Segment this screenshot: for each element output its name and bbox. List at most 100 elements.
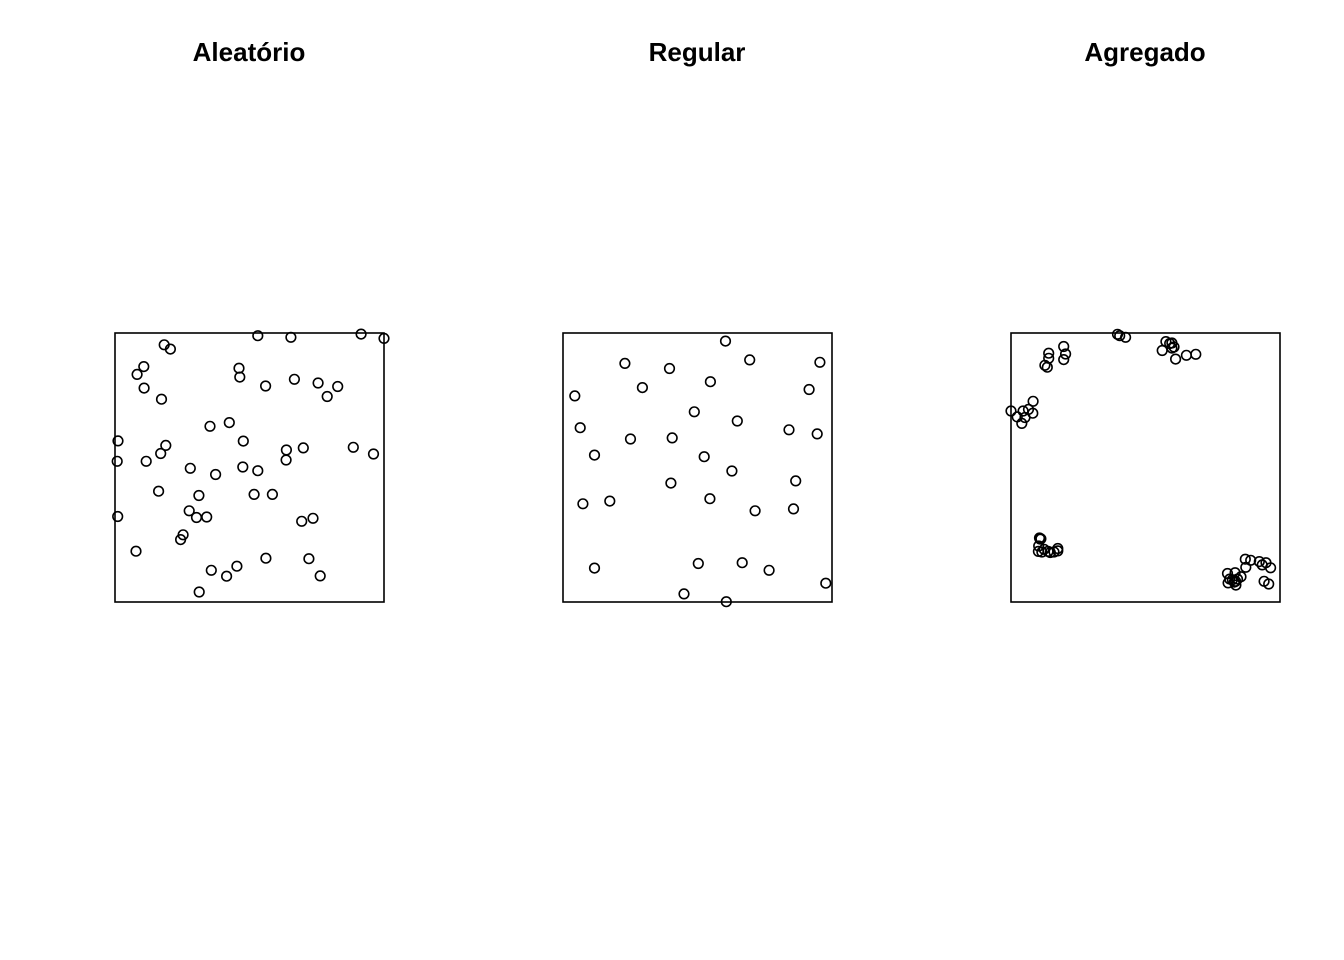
data-point-agregado <box>1166 337 1178 349</box>
data-point-aleatorio <box>355 328 367 340</box>
data-point-aleatorio <box>138 382 150 394</box>
data-point-aleatorio <box>111 455 123 467</box>
data-point-aleatorio <box>221 570 233 582</box>
data-point-regular <box>790 475 802 487</box>
data-point-regular <box>726 465 738 477</box>
data-point-aleatorio <box>231 560 243 572</box>
data-point-aleatorio <box>140 455 152 467</box>
data-point-regular <box>588 449 601 461</box>
panel-title-agregado: Agregado <box>1084 37 1205 67</box>
data-point-agregado <box>1239 553 1251 565</box>
data-point-aleatorio <box>321 390 333 403</box>
data-point-aleatorio <box>296 515 308 527</box>
data-point-regular <box>688 406 700 418</box>
data-point-aleatorio <box>237 435 249 447</box>
data-point-agregado <box>1035 533 1047 545</box>
data-point-aleatorio <box>112 510 124 523</box>
data-point-regular <box>604 495 616 507</box>
data-point-regular <box>577 498 589 510</box>
data-point-regular <box>814 356 826 368</box>
data-point-aleatorio <box>193 489 205 502</box>
data-point-regular <box>665 477 677 489</box>
data-point-aleatorio <box>307 512 319 524</box>
data-point-regular <box>763 564 775 576</box>
panel-regular: Regular <box>562 37 833 608</box>
data-point-agregado <box>1114 330 1126 342</box>
data-point-regular <box>820 577 832 589</box>
data-point-regular <box>744 354 756 366</box>
data-point-agregado <box>1043 347 1055 359</box>
data-point-aleatorio <box>266 488 279 501</box>
data-point-regular <box>787 503 800 515</box>
panel-agregado: Agregado <box>1005 37 1281 603</box>
data-point-aleatorio <box>155 447 167 460</box>
data-point-aleatorio <box>332 380 344 393</box>
data-point-aleatorio <box>252 465 264 477</box>
data-point-agregado <box>1038 543 1050 555</box>
data-point-agregado <box>1059 348 1072 360</box>
data-point-aleatorio <box>131 368 143 381</box>
panel-title-aleatorio: Aleatório <box>193 37 306 67</box>
data-point-regular <box>588 562 601 574</box>
plot-frame-regular <box>562 332 833 603</box>
data-point-regular <box>731 415 743 427</box>
data-point-aleatorio <box>378 332 390 345</box>
data-point-agregado <box>1027 407 1039 419</box>
data-point-aleatorio <box>347 441 359 453</box>
data-point-agregado <box>1190 348 1202 360</box>
data-point-regular <box>719 335 732 347</box>
data-point-agregado <box>1263 578 1275 590</box>
data-point-aleatorio <box>237 461 249 473</box>
data-point-regular <box>663 362 676 375</box>
data-point-agregado <box>1230 579 1242 591</box>
data-point-aleatorio <box>183 505 195 517</box>
data-point-regular <box>636 382 649 394</box>
data-point-regular <box>698 451 710 463</box>
data-point-aleatorio <box>285 331 297 343</box>
data-point-aleatorio <box>138 361 150 373</box>
data-point-aleatorio <box>201 511 213 523</box>
data-point-aleatorio <box>260 552 272 564</box>
data-point-aleatorio <box>367 448 380 460</box>
data-point-agregado <box>1119 331 1132 343</box>
data-point-agregado <box>1036 546 1048 558</box>
data-point-aleatorio <box>210 468 222 481</box>
data-point-regular <box>811 428 823 440</box>
data-point-aleatorio <box>260 380 272 392</box>
data-point-regular <box>704 376 717 388</box>
data-point-aleatorio <box>314 570 326 582</box>
data-point-agregado <box>1033 540 1045 552</box>
data-point-agregado <box>1058 354 1070 366</box>
data-point-aleatorio <box>204 420 216 432</box>
data-point-agregado <box>1169 353 1182 365</box>
data-point-agregado <box>1039 359 1051 371</box>
data-point-regular <box>624 433 637 445</box>
data-point-aleatorio <box>160 439 172 452</box>
panel-title-regular: Regular <box>649 37 746 67</box>
data-point-aleatorio <box>184 462 196 474</box>
data-point-agregado <box>1058 340 1070 353</box>
data-point-aleatorio <box>234 371 246 383</box>
data-point-aleatorio <box>193 586 205 598</box>
plot-frame-aleatorio <box>114 332 385 603</box>
data-point-regular <box>692 557 704 570</box>
data-point-aleatorio <box>155 393 168 405</box>
data-point-regular <box>569 390 581 402</box>
data-point-regular <box>666 432 678 444</box>
data-point-aleatorio <box>252 330 264 342</box>
data-point-agregado <box>1016 417 1028 430</box>
data-point-regular <box>749 505 761 517</box>
data-point-aleatorio <box>164 343 176 355</box>
data-point-regular <box>736 557 748 569</box>
data-point-aleatorio <box>288 373 301 385</box>
data-point-aleatorio <box>280 454 292 466</box>
panels-group: Aleatório Regular Agregado <box>111 37 1281 608</box>
data-point-regular <box>704 493 716 505</box>
data-point-aleatorio <box>112 435 124 447</box>
data-point-aleatorio <box>223 417 235 429</box>
data-point-aleatorio <box>205 564 217 576</box>
data-point-agregado <box>1156 344 1168 357</box>
panel-aleatorio: Aleatório <box>111 37 390 603</box>
